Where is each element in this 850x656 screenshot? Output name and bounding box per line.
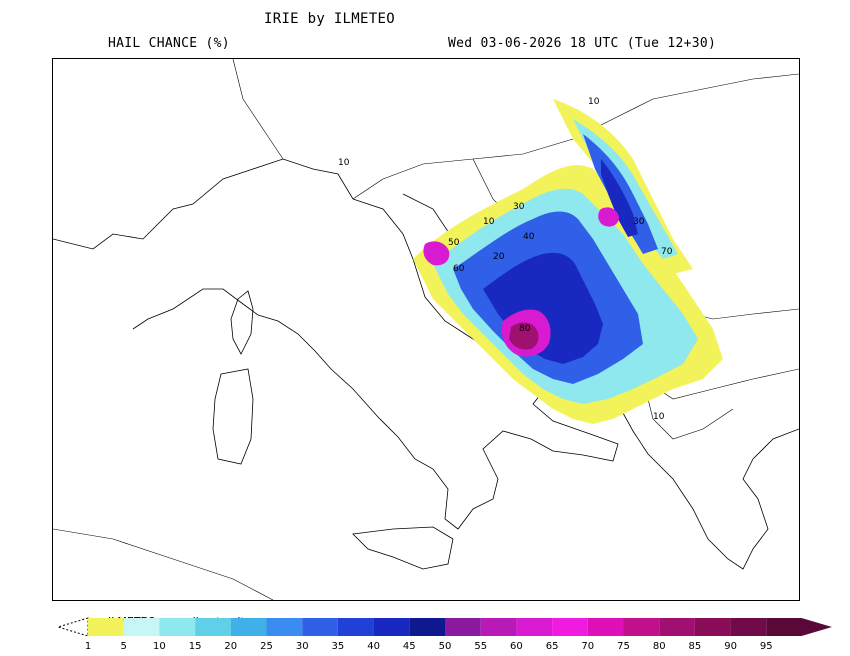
legend-tick-label: 25 [260,641,273,652]
legend-tick-label: 30 [296,641,309,652]
legend-swatch [373,618,410,636]
legend-swatch [159,618,196,636]
border-5 [642,378,734,440]
legend-swatch [480,618,517,636]
legend-swatch [623,618,660,636]
legend-tick-label: 45 [403,641,416,652]
coast-greece [647,428,799,570]
contour-label: 10 [653,412,665,422]
contour-labels: 10 10 10 10 20 30 30 40 50 60 70 80 [338,97,673,422]
legend-tick-label: 40 [367,641,380,652]
coast-sardinia [212,368,254,465]
legend-tick-label: 50 [439,641,452,652]
legend-tick-label: 55 [474,641,487,652]
legend-swatch [88,618,124,636]
contour-label: 10 [483,217,495,227]
legend-tick-label: 95 [760,641,773,652]
legend-tick-label: 75 [617,641,630,652]
legend-swatch [445,618,481,636]
legend-swatch [730,618,767,636]
legend-swatch [659,618,695,636]
contour-label: 40 [523,232,535,242]
coast-corsica [230,290,254,355]
contour-label: 60 [453,264,465,274]
contour-label: 70 [661,247,673,257]
legend-tick-label: 65 [546,641,559,652]
color-legend: 1 5 10 15 20 25 30 35 40 45 50 55 60 65 70 75 80 85 90 95 [56,617,832,652]
legend-tick-label: 15 [189,641,202,652]
legend-tick-label: 90 [724,641,737,652]
legend-tick-label: 10 [153,641,166,652]
legend-swatch [694,618,731,636]
legend-swatch [302,618,338,636]
legend-ticks: 1 5 10 15 20 25 30 35 40 45 50 55 60 65 70 75 80 85 90 95 [85,641,773,652]
border-4 [232,59,284,160]
coast-sicily [352,526,454,570]
contour-label: 10 [588,97,600,107]
legend-tick-label: 70 [581,641,594,652]
legend-swatch [230,618,267,636]
contour-label: 30 [513,202,525,212]
contour-label: 20 [493,252,505,262]
legend-high-arrow [801,618,832,636]
legend-swatch [195,618,231,636]
legend-swatch [552,618,588,636]
valid-time: Wed 03-06-2026 18 UTC (Tue 12+30) [448,36,717,51]
legend-swatch [766,618,802,636]
legend-swatch [266,618,303,636]
legend-tick-label: 20 [224,641,237,652]
contour-label: 50 [448,238,460,248]
hail-field [413,99,723,424]
legend-tick-label: 35 [332,641,345,652]
contour-label: 80 [519,324,531,334]
legend-low-arrow [56,617,89,637]
map-panel: 10 10 10 10 20 30 30 40 50 60 70 80 [52,58,800,601]
legend-swatch [516,618,553,636]
map-canvas: 10 10 10 10 20 30 30 40 50 60 70 80 [53,59,799,600]
legend-tick-label: 1 [85,641,91,652]
legend-boxes [56,617,832,637]
legend-swatch [587,618,624,636]
legend-tick-label: 80 [653,641,666,652]
legend-swatch [123,618,160,636]
chart-title: IRIE by ILMETEO [264,11,395,27]
legend-tick-label: 5 [121,641,127,652]
product-label: HAIL CHANCE (%) [108,36,230,51]
contour-label: 30 [633,217,645,227]
legend-swatch [409,618,445,636]
legend-swatch [337,618,374,636]
coast-north-africa [53,528,274,600]
coast-alps [53,158,354,250]
legend-tick-label: 60 [510,641,523,652]
legend-tick-label: 85 [689,641,702,652]
contour-label: 10 [338,158,350,168]
